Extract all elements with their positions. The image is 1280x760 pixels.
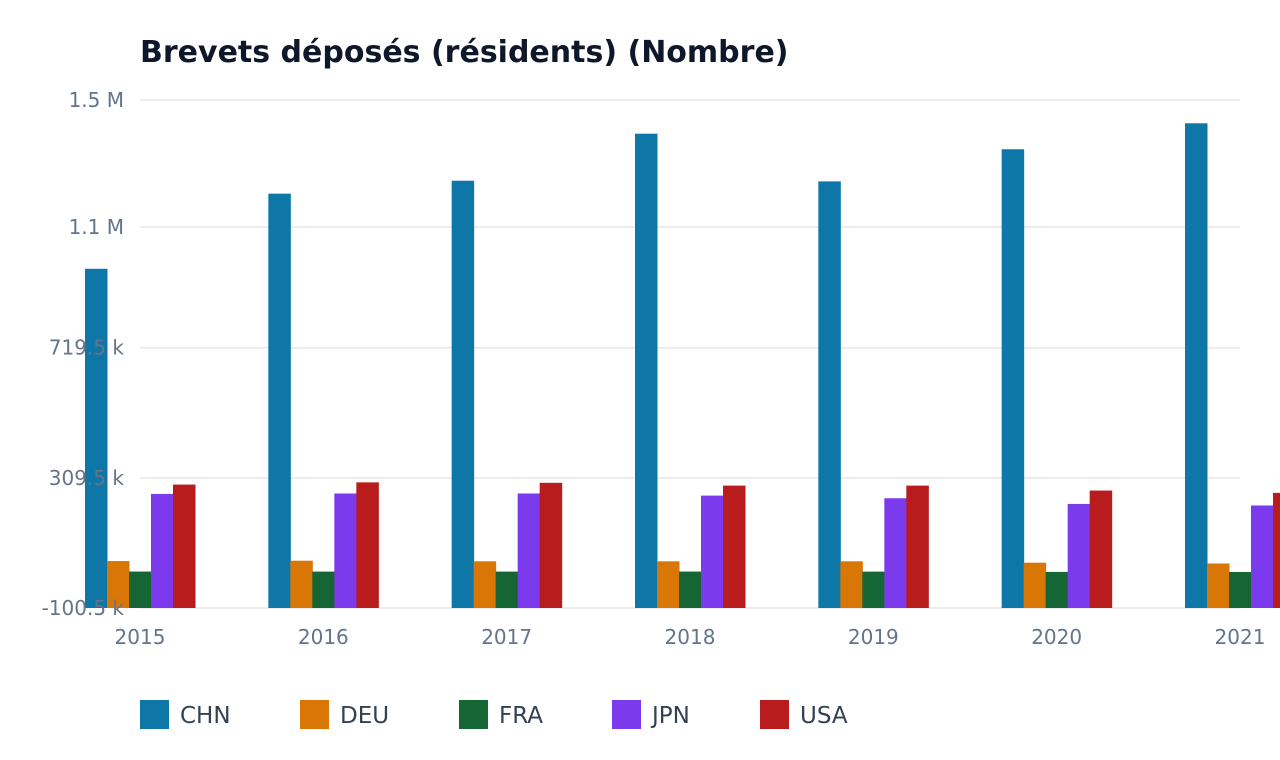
bars	[85, 123, 1280, 609]
bar-fra-2017	[495, 571, 519, 608]
bar-fra-2015	[129, 571, 152, 608]
bar-fra-2016	[312, 571, 335, 608]
bar-chn-2015	[85, 268, 108, 608]
bar-jpn-2016	[334, 493, 357, 608]
y-tick-label: 719.5 k	[49, 336, 125, 360]
bar-usa-2016	[356, 482, 379, 608]
legend-item-jpn[interactable]: JPN	[612, 700, 690, 729]
bar-jpn-2020	[1067, 503, 1091, 608]
bar-chn-2016	[268, 193, 291, 608]
x-tick-label: 2016	[298, 625, 349, 649]
bar-fra-2018	[679, 571, 702, 608]
bar-deu-2016	[290, 560, 313, 608]
legend-label: DEU	[340, 703, 389, 729]
legend-item-usa[interactable]: USA	[760, 700, 848, 729]
legend: CHN DEU FRA JPN USA	[140, 700, 848, 729]
y-tick-label: 1.5 M	[69, 88, 124, 112]
bar-jpn-2018	[701, 495, 724, 608]
x-tick-label: 2019	[848, 625, 899, 649]
bar-jpn-2015	[151, 493, 174, 608]
bar-fra-2019	[862, 571, 885, 608]
bar-usa-2019	[906, 485, 929, 608]
bar-jpn-2017	[517, 493, 541, 608]
y-axis-ticks: -100.5 k 309.5 k 719.5 k 1.1 M 1.5 M	[42, 88, 125, 620]
bar-usa-2021	[1273, 492, 1280, 608]
x-tick-label: 2021	[1215, 625, 1266, 649]
bar-usa-2015	[173, 484, 196, 608]
x-tick-label: 2017	[481, 625, 532, 649]
x-tick-label: 2020	[1031, 625, 1082, 649]
bar-fra-2020	[1045, 571, 1069, 608]
bar-deu-2018	[657, 561, 680, 608]
bar-chn-2019	[818, 181, 841, 608]
x-tick-label: 2015	[115, 625, 166, 649]
bar-deu-2017	[473, 561, 497, 608]
y-tick-label: -100.5 k	[42, 596, 125, 620]
x-tick-label: 2018	[665, 625, 716, 649]
legend-label: CHN	[180, 703, 231, 729]
x-axis-ticks: 2015 2016 2017 2018 2019 2020 2021	[115, 625, 1266, 649]
legend-item-fra[interactable]: FRA	[459, 700, 543, 729]
bar-deu-2020	[1023, 562, 1047, 608]
legend-item-deu[interactable]: DEU	[300, 700, 389, 729]
legend-swatch	[459, 700, 488, 729]
bar-chn-2020	[1001, 149, 1025, 609]
legend-label: JPN	[650, 703, 690, 729]
bar-jpn-2021	[1251, 505, 1274, 608]
bar-deu-2015	[107, 561, 130, 608]
bar-fra-2021	[1229, 572, 1252, 608]
bar-deu-2019	[840, 561, 863, 608]
bar-chn-2018	[635, 133, 658, 609]
bar-usa-2020	[1089, 490, 1113, 608]
y-tick-label: 309.5 k	[49, 466, 125, 490]
legend-swatch	[300, 700, 329, 729]
bar-jpn-2019	[884, 498, 907, 608]
legend-swatch	[140, 700, 169, 729]
y-tick-label: 1.1 M	[69, 215, 124, 239]
bar-chn-2021	[1185, 123, 1208, 608]
bar-usa-2017	[539, 482, 563, 608]
legend-item-chn[interactable]: CHN	[140, 700, 231, 729]
legend-swatch	[760, 700, 789, 729]
bar-usa-2018	[723, 485, 746, 608]
legend-swatch	[612, 700, 641, 729]
chart-title: Brevets déposés (résidents) (Nombre)	[140, 35, 789, 70]
bar-deu-2021	[1207, 563, 1230, 608]
legend-label: USA	[800, 703, 848, 729]
bar-chn-2017	[451, 180, 475, 609]
legend-label: FRA	[499, 703, 543, 729]
